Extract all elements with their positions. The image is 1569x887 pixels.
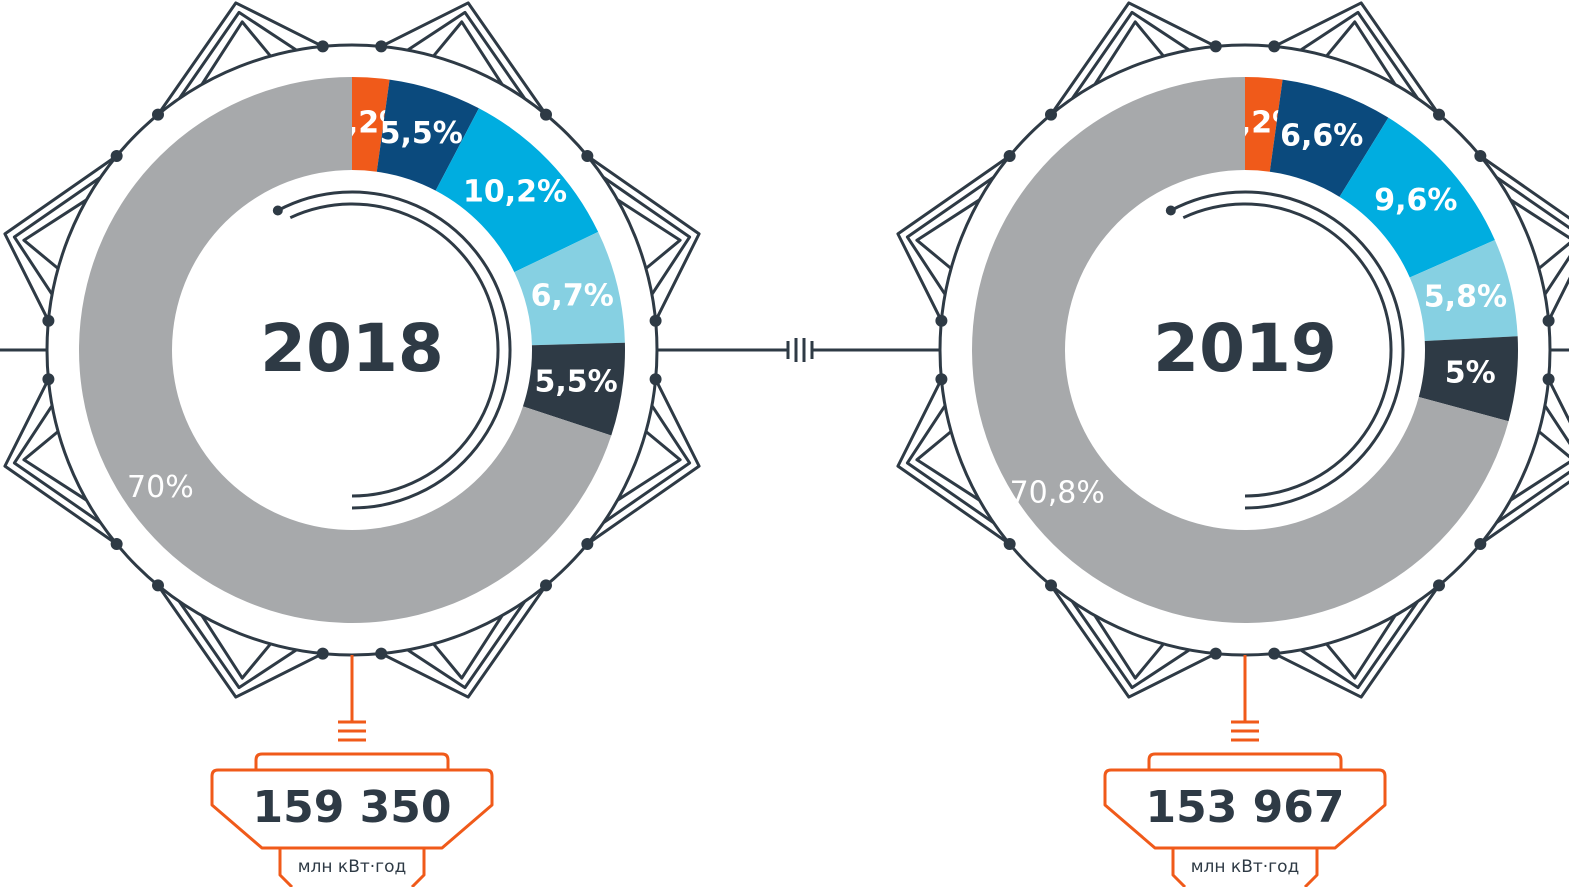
slice-label: 6,6%: [1280, 118, 1363, 153]
node: [1270, 649, 1279, 658]
node: [112, 540, 121, 549]
node: [651, 316, 660, 325]
year: 2018: [260, 310, 444, 387]
node: [1435, 581, 1444, 590]
slice-label: 5,5%: [380, 116, 463, 151]
node: [318, 42, 327, 51]
unit: млн кВт·год: [1191, 857, 1300, 877]
node: [1270, 42, 1279, 51]
node: [937, 316, 946, 325]
node: [1476, 540, 1485, 549]
unit: млн кВт·год: [298, 857, 407, 877]
node: [318, 649, 327, 658]
slice-label: 5%: [1445, 356, 1496, 391]
node: [1476, 151, 1485, 160]
node: [1544, 316, 1553, 325]
node: [1544, 375, 1553, 384]
slice-label: 5,8%: [1424, 279, 1507, 314]
box-top: [1149, 754, 1341, 769]
node: [153, 581, 162, 590]
node: [153, 110, 162, 119]
node: [377, 42, 386, 51]
total-frame: [1105, 655, 1385, 887]
total: 159 350: [252, 782, 451, 833]
node: [44, 375, 53, 384]
node: [1005, 151, 1014, 160]
inner-node: [1166, 205, 1176, 215]
node: [44, 316, 53, 325]
slice-label: 9,6%: [1374, 183, 1457, 218]
node: [1435, 110, 1444, 119]
box-top: [256, 754, 448, 769]
node: [1046, 581, 1055, 590]
slice-label: 70%: [127, 470, 194, 505]
node: [1046, 110, 1055, 119]
slice-label: 6,7%: [531, 278, 614, 313]
node: [542, 581, 551, 590]
node: [583, 540, 592, 549]
node: [1211, 649, 1220, 658]
node: [377, 649, 386, 658]
node: [937, 375, 946, 384]
node: [112, 151, 121, 160]
node: [583, 151, 592, 160]
slice-label: 70,8%: [1010, 475, 1105, 510]
node: [542, 110, 551, 119]
node: [1005, 540, 1014, 549]
inner-node: [273, 205, 283, 215]
year: 2019: [1153, 310, 1337, 387]
slice-label: 10,2%: [463, 174, 567, 209]
node: [651, 375, 660, 384]
total-frame: [212, 655, 492, 887]
node: [1211, 42, 1220, 51]
slice-label: 5,5%: [534, 364, 617, 399]
infographic: 2,2%5,5%10,2%6,7%5,5%70%2018159 350млн к…: [0, 0, 1569, 887]
total: 153 967: [1145, 782, 1344, 833]
